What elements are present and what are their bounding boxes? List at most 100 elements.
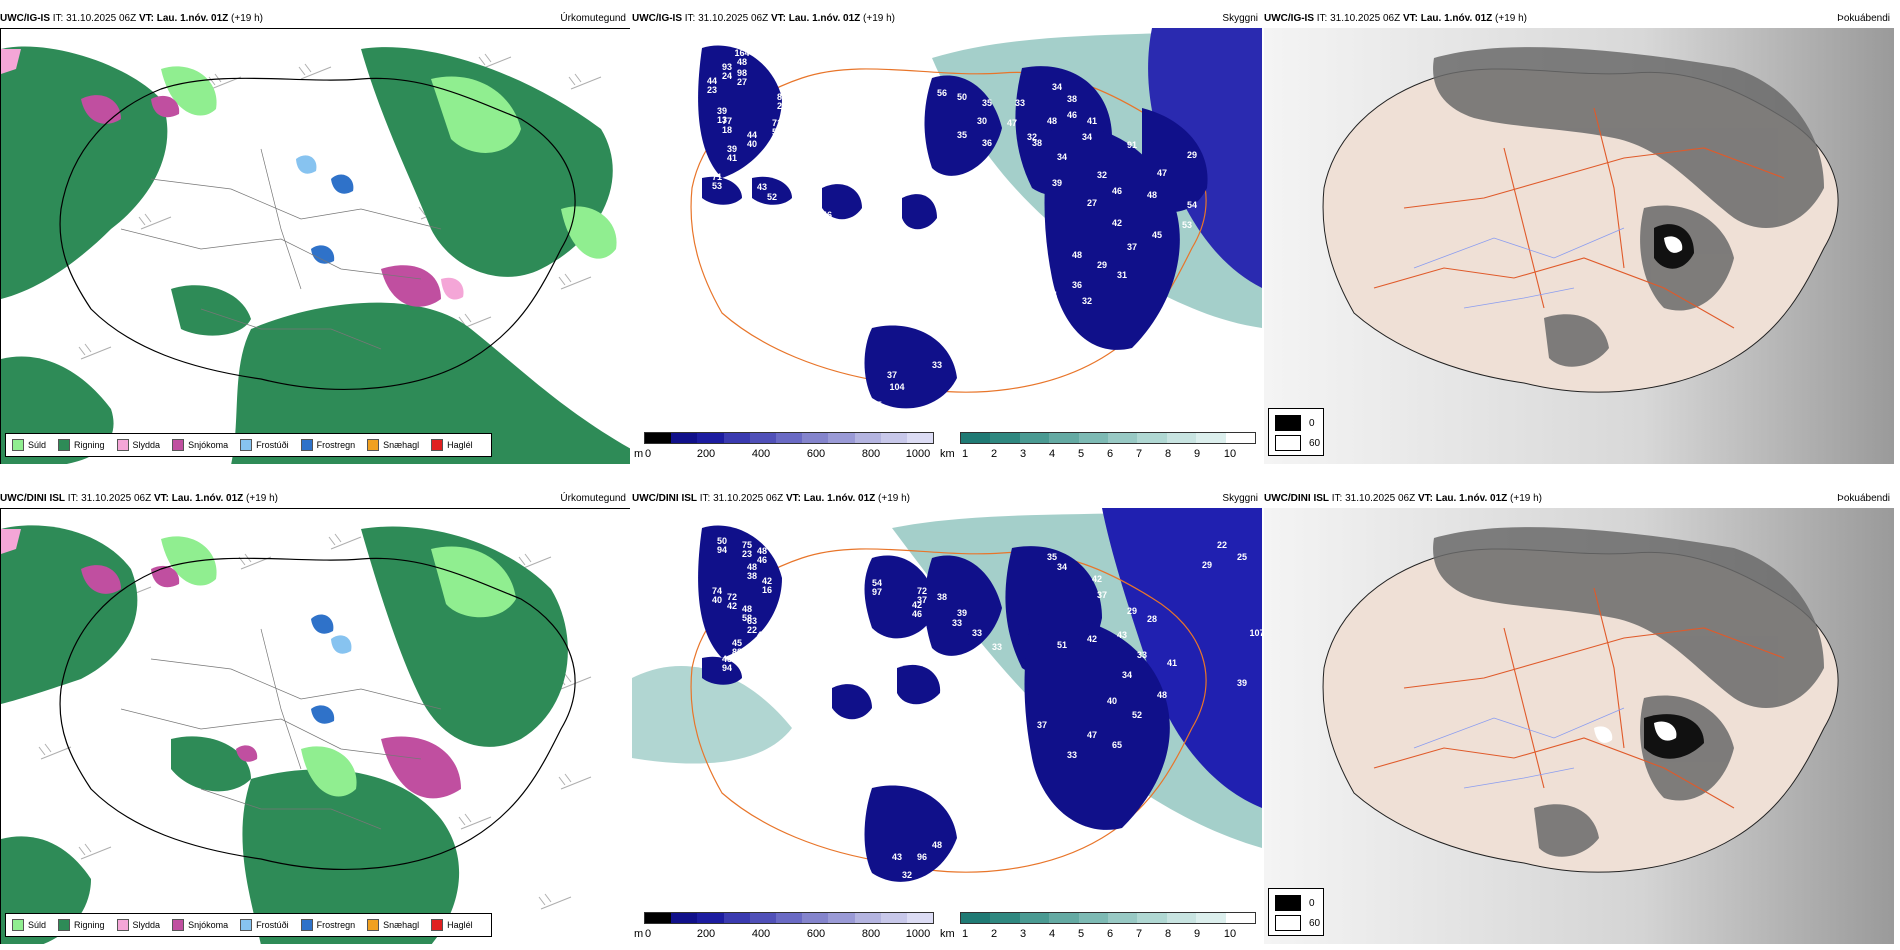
lead-time: (+19 h)	[231, 13, 263, 24]
fog-legend: 0 60	[1268, 408, 1324, 456]
ceiling-value-label: 35	[957, 130, 967, 140]
ceiling-tick: 800	[861, 928, 881, 940]
ceiling-value-label: 39	[727, 144, 737, 154]
ceiling-value-label: 35	[982, 98, 992, 108]
ceiling-value-label: 46	[912, 609, 922, 619]
ceiling-value-label: 38	[747, 571, 757, 581]
ceiling-value-label: 47	[1087, 730, 1097, 740]
ceiling-value-label: 16	[762, 585, 772, 595]
panel-title: Þokuábendi	[1837, 13, 1890, 24]
ceiling-value-label: 77	[722, 116, 732, 126]
valid-time: VT: Lau. 1.nóv. 01Z	[138, 13, 229, 24]
ceiling-tick: 0	[644, 448, 652, 460]
fog-legend-label: 60	[1309, 917, 1321, 929]
ceiling-value-label: 80	[777, 92, 787, 102]
ceiling-value-label: 48	[742, 604, 752, 614]
ceiling-value-label: 18	[722, 125, 732, 135]
init-time: 31.10.2025 06Z	[66, 13, 137, 24]
ceiling-value-label: 47	[757, 630, 767, 640]
lead-time: (+19 h)	[1495, 13, 1527, 24]
legend-swatch	[172, 439, 185, 451]
legend-swatch	[58, 439, 71, 451]
ceiling-value-label: 63	[747, 616, 757, 626]
precip-map: Súld Rigning Slydda Snjókoma Frostúði Fr…	[0, 28, 630, 464]
ceiling-value-label: 39	[1052, 178, 1062, 188]
panel-header: UWC/IG-IS IT: 31.10.2025 06Z VT: Lau. 1.…	[0, 12, 630, 28]
ceiling-value-label: 54	[1187, 200, 1197, 210]
ceiling-value-label: 47	[1157, 168, 1167, 178]
ceiling-value-label: 50	[717, 536, 727, 546]
legend-item: Snæhagl	[367, 439, 419, 451]
ceiling-visibility-panel-row1: UWC/IG-IS IT: 31.10.2025 06Z VT: Lau. 1.…	[632, 12, 1262, 464]
ceiling-value-label: 45	[732, 638, 742, 648]
ceiling-value-label: 42	[1092, 574, 1102, 584]
ceiling-value-label: 53	[1182, 220, 1192, 230]
model-name: UWC/IG-IS	[0, 13, 50, 24]
visibility-tick: 9	[1193, 448, 1201, 460]
ceiling-value-label: 36	[1072, 280, 1082, 290]
ceiling-value-label: 48	[722, 654, 732, 664]
fog-swatch	[1275, 895, 1301, 911]
ceiling-value-label: 46	[757, 555, 767, 565]
ceiling-value-label: 43	[757, 182, 767, 192]
ceiling-value-label: 24	[722, 71, 732, 81]
ceiling-value-label: 34	[1122, 670, 1132, 680]
ceiling-value-label: 72	[1012, 738, 1022, 748]
ceiling-value-label: 53	[712, 181, 722, 191]
visibility-tick: 3	[1019, 448, 1027, 460]
ceiling-value-label: 38	[1067, 94, 1077, 104]
ceiling-map: 164 93 98 44 80 39 77 71 44 39 45 71 43 52 46 56 50 35 33 3…	[632, 28, 1262, 464]
precip-panel-row1: UWC/IG-IS IT: 31.10.2025 06Z VT: Lau. 1.…	[0, 12, 630, 464]
ceiling-value-label: 44	[747, 130, 757, 140]
fog-map: 0 60	[1264, 508, 1894, 944]
legend-label: Frostúði	[256, 920, 289, 930]
fog-legend: 0 60	[1268, 888, 1324, 936]
ceiling-value-label: 36	[867, 880, 877, 890]
precip-type-legend: Súld Rigning Slydda Snjókoma Frostúði Fr…	[5, 913, 492, 937]
visibility-tick: 3	[1019, 928, 1027, 940]
ceiling-value-label: 58	[742, 613, 752, 623]
ceiling-value-label: 43	[892, 852, 902, 862]
ceiling-value-label: 31	[1117, 270, 1127, 280]
ceiling-value-label: 34	[1082, 132, 1092, 142]
ceiling-value-label: 48	[1072, 250, 1082, 260]
legend-item: Súld	[12, 439, 46, 451]
legend-swatch	[367, 919, 380, 931]
model-name: UWC/DINI ISL	[0, 493, 65, 504]
visibility-tick: 2	[990, 448, 998, 460]
ceiling-value-label: 94	[722, 663, 732, 673]
ceiling-value-label: 38	[937, 592, 947, 602]
ceiling-value-label: 33	[1137, 650, 1147, 660]
ceiling-colorbar: m 0 200 400 600 800 1000	[634, 910, 934, 940]
ceiling-value-label: 48	[737, 57, 747, 67]
ceiling-value-label: 30	[977, 116, 987, 126]
legend-swatch	[12, 919, 24, 931]
fog-legend-label: 0	[1309, 897, 1315, 909]
ceiling-value-label: 71	[712, 172, 722, 182]
ceiling-value-label: 98	[737, 68, 747, 78]
visibility-tick: 2	[990, 928, 998, 940]
ceiling-value-label: 38	[1032, 138, 1042, 148]
ceiling-value-label: 26	[952, 350, 962, 360]
ceiling-value-label: 40	[1107, 696, 1117, 706]
panel-title: Úrkomutegund	[560, 13, 626, 24]
ceiling-value-label: 33	[932, 360, 942, 370]
ceiling-value-label: 48	[747, 562, 757, 572]
valid-time: VT: Lau. 1.nóv. 01Z	[1402, 13, 1493, 24]
fog-legend-label: 0	[1309, 417, 1315, 429]
panel-header: UWC/DINI ISL IT: 31.10.2025 06Z VT: Lau.…	[1264, 492, 1894, 508]
legend-item: Slydda	[116, 919, 161, 931]
visibility-tick: 10	[1223, 928, 1237, 940]
ceiling-value-label: 46	[822, 210, 832, 220]
legend-label: Slydda	[132, 920, 161, 930]
fog-panel-row1: UWC/IG-IS IT: 31.10.2025 06Z VT: Lau. 1.…	[1264, 12, 1894, 464]
ceiling-value-label: 97	[872, 587, 882, 597]
ceiling-value-label: 33	[1015, 98, 1025, 108]
fog-swatch	[1275, 435, 1301, 451]
ceiling-value-label: 34	[1057, 152, 1067, 162]
legend-item: Frostregn	[300, 439, 355, 451]
ceiling-value-label: 23	[742, 549, 752, 559]
visibility-tick: 1	[961, 448, 969, 460]
valid-time: VT: Lau. 1.nóv. 01Z	[153, 493, 244, 504]
